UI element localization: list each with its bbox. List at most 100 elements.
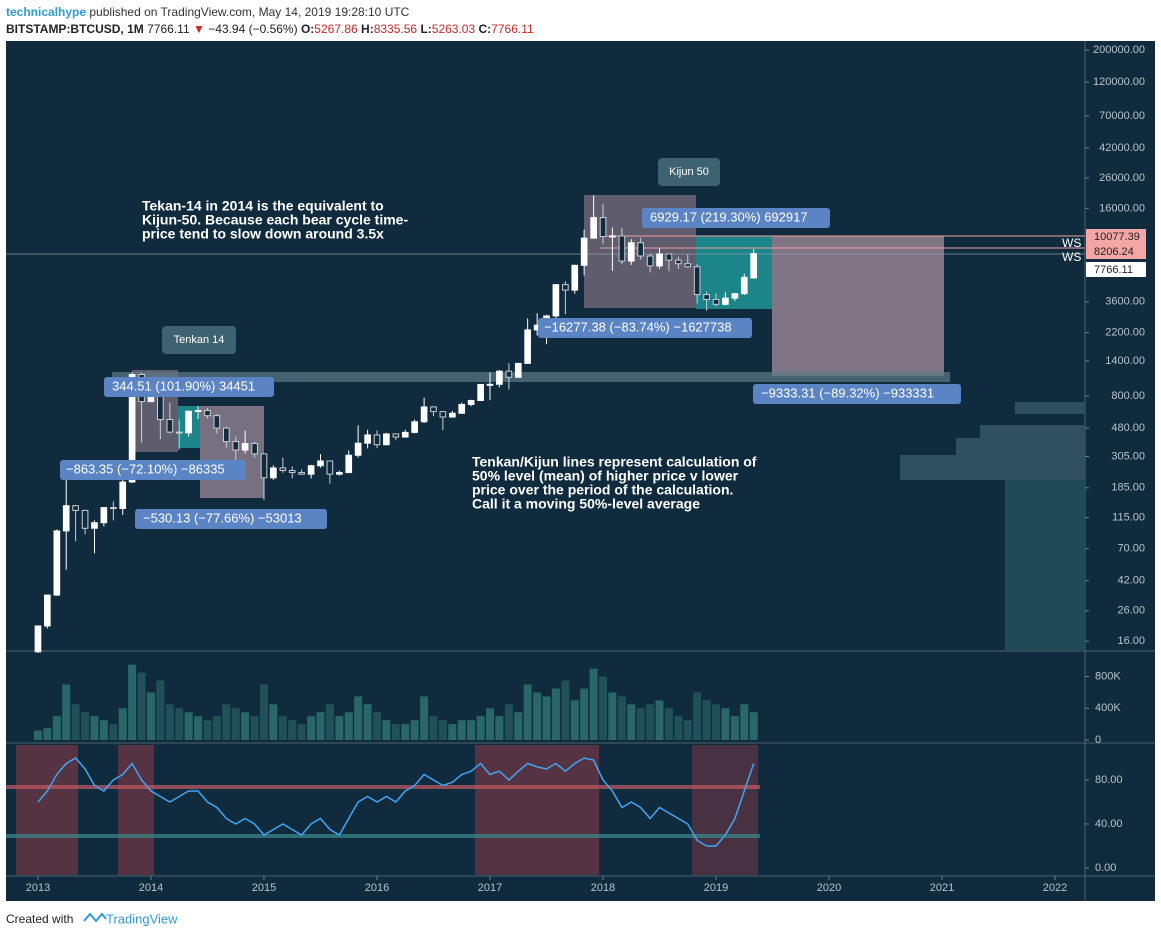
- x-tick-label: 2017: [478, 882, 502, 894]
- price-tag: [1086, 244, 1146, 259]
- change: −43.94 (−0.56%): [208, 22, 297, 36]
- volume-bar: [372, 712, 381, 740]
- symbol: BITSTAMP:BTCUSD, 1M: [6, 22, 144, 36]
- volume-bar: [259, 684, 268, 740]
- volume-bar: [146, 692, 155, 740]
- y-tick-label: 3600.00: [1105, 296, 1145, 308]
- volume-bar: [570, 700, 579, 740]
- measure-label: 344.51 (101.90%) 34451: [112, 378, 255, 393]
- y-tick-label: 200000.00: [1093, 44, 1145, 56]
- candle-body: [270, 467, 277, 479]
- candle-body: [72, 505, 79, 511]
- volume-bar: [599, 676, 608, 740]
- candle-body: [364, 434, 371, 444]
- candle-body: [505, 370, 513, 378]
- callout: Tenkan 14: [174, 334, 225, 346]
- volume-bar: [457, 720, 466, 740]
- x-tick-label: 2021: [930, 882, 954, 894]
- volume-bar: [278, 716, 287, 740]
- note-line: 50% level (mean) of higher price v lower: [472, 468, 739, 484]
- candle-body: [298, 472, 305, 475]
- candle-body: [590, 217, 597, 239]
- candle-body: [100, 507, 108, 524]
- measure-label: −16277.38 (−83.74%) −1627738: [544, 319, 732, 334]
- candle-body: [373, 434, 381, 446]
- y-tick-label: 120000.00: [1093, 76, 1145, 88]
- x-tick-label: 2013: [26, 882, 50, 894]
- volume-bar: [467, 720, 476, 740]
- candle-body: [62, 505, 70, 532]
- y-tick-label: 16000.00: [1099, 202, 1145, 214]
- volume-bar: [448, 724, 457, 740]
- candle-body: [317, 460, 324, 467]
- volume-bar: [410, 720, 419, 740]
- volume-bar: [288, 720, 297, 740]
- candle-body: [618, 235, 626, 262]
- volume-profile: [1005, 480, 1085, 650]
- candle-body: [477, 383, 484, 402]
- candle-body: [731, 293, 739, 299]
- volume-bar: [693, 692, 702, 740]
- volume-bar: [664, 708, 673, 740]
- y-tick-label: 70000.00: [1099, 110, 1145, 122]
- measure-label: −9333.31 (−89.32%) −933331: [761, 385, 934, 400]
- published: published on TradingView.com, May 14, 20…: [89, 5, 409, 19]
- volume-bar: [118, 708, 127, 740]
- candle-body: [128, 373, 136, 483]
- author[interactable]: technicalhype: [6, 5, 86, 19]
- y-tick-label: 26.00: [1117, 605, 1145, 617]
- y-tick-label: 40.00: [1095, 818, 1123, 830]
- volume-bar: [749, 712, 758, 740]
- volume-bar: [222, 704, 231, 740]
- volume-profile: [1015, 402, 1085, 414]
- measure-box: [642, 208, 830, 228]
- y-tick-label: 480.00: [1111, 422, 1145, 434]
- volume-bar: [382, 720, 391, 740]
- price-tag: [1086, 262, 1146, 277]
- callout-box: [162, 326, 236, 354]
- candle-body: [627, 242, 635, 262]
- candle-body: [279, 467, 287, 471]
- volume-profile: [956, 438, 1085, 455]
- candle-body: [44, 594, 51, 627]
- footer-text: Created with: [6, 912, 73, 926]
- logo: [83, 912, 107, 923]
- volume-bar: [212, 716, 221, 740]
- candle-body: [53, 530, 61, 596]
- volume-bar: [52, 716, 61, 740]
- symbol-line: BITSTAMP:BTCUSD, 1M 7766.11 ▼ −43.94 (−0…: [6, 22, 534, 36]
- volume-bar: [43, 728, 52, 740]
- volume-bar: [438, 720, 447, 740]
- candle-body: [420, 406, 428, 423]
- volume-bar: [128, 664, 137, 740]
- candle-body: [580, 237, 588, 266]
- note-line: Tekan-14 in 2014 is the equivalent to: [142, 198, 384, 214]
- candle-body: [185, 410, 192, 434]
- candle-body: [213, 415, 221, 429]
- volume-bar: [165, 704, 174, 740]
- volume-bar: [241, 712, 250, 740]
- y-tick-label: 42.00: [1117, 575, 1145, 587]
- note-line: Kijun-50. Because each bear cycle time-: [142, 212, 408, 228]
- candle-body: [110, 507, 117, 510]
- candle-body: [722, 297, 729, 305]
- candle-body: [467, 400, 475, 405]
- volume-bar: [523, 684, 532, 740]
- volume-bar: [542, 696, 551, 740]
- volume-bar: [316, 712, 325, 740]
- candle-body: [345, 454, 353, 474]
- x-tick-label: 2020: [817, 882, 841, 894]
- candle-body: [411, 421, 418, 433]
- y-tick-label: 80.00: [1095, 774, 1123, 786]
- volume-bar: [674, 716, 683, 740]
- price-label: 8206.24: [1094, 246, 1134, 258]
- footer-brand[interactable]: TradingView: [106, 911, 178, 926]
- l-label: L:: [420, 22, 431, 36]
- c: 7766.11: [491, 22, 534, 36]
- candle-body: [750, 253, 757, 279]
- candle-body: [552, 284, 560, 317]
- volume-bar: [137, 672, 146, 740]
- volume-bar: [325, 704, 334, 740]
- volume-bar: [81, 712, 90, 740]
- volume-bar: [420, 696, 429, 740]
